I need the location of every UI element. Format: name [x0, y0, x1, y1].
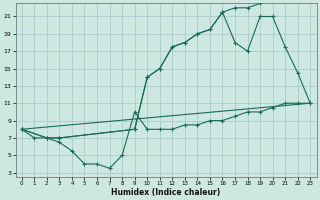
X-axis label: Humidex (Indice chaleur): Humidex (Indice chaleur) [111, 188, 221, 197]
